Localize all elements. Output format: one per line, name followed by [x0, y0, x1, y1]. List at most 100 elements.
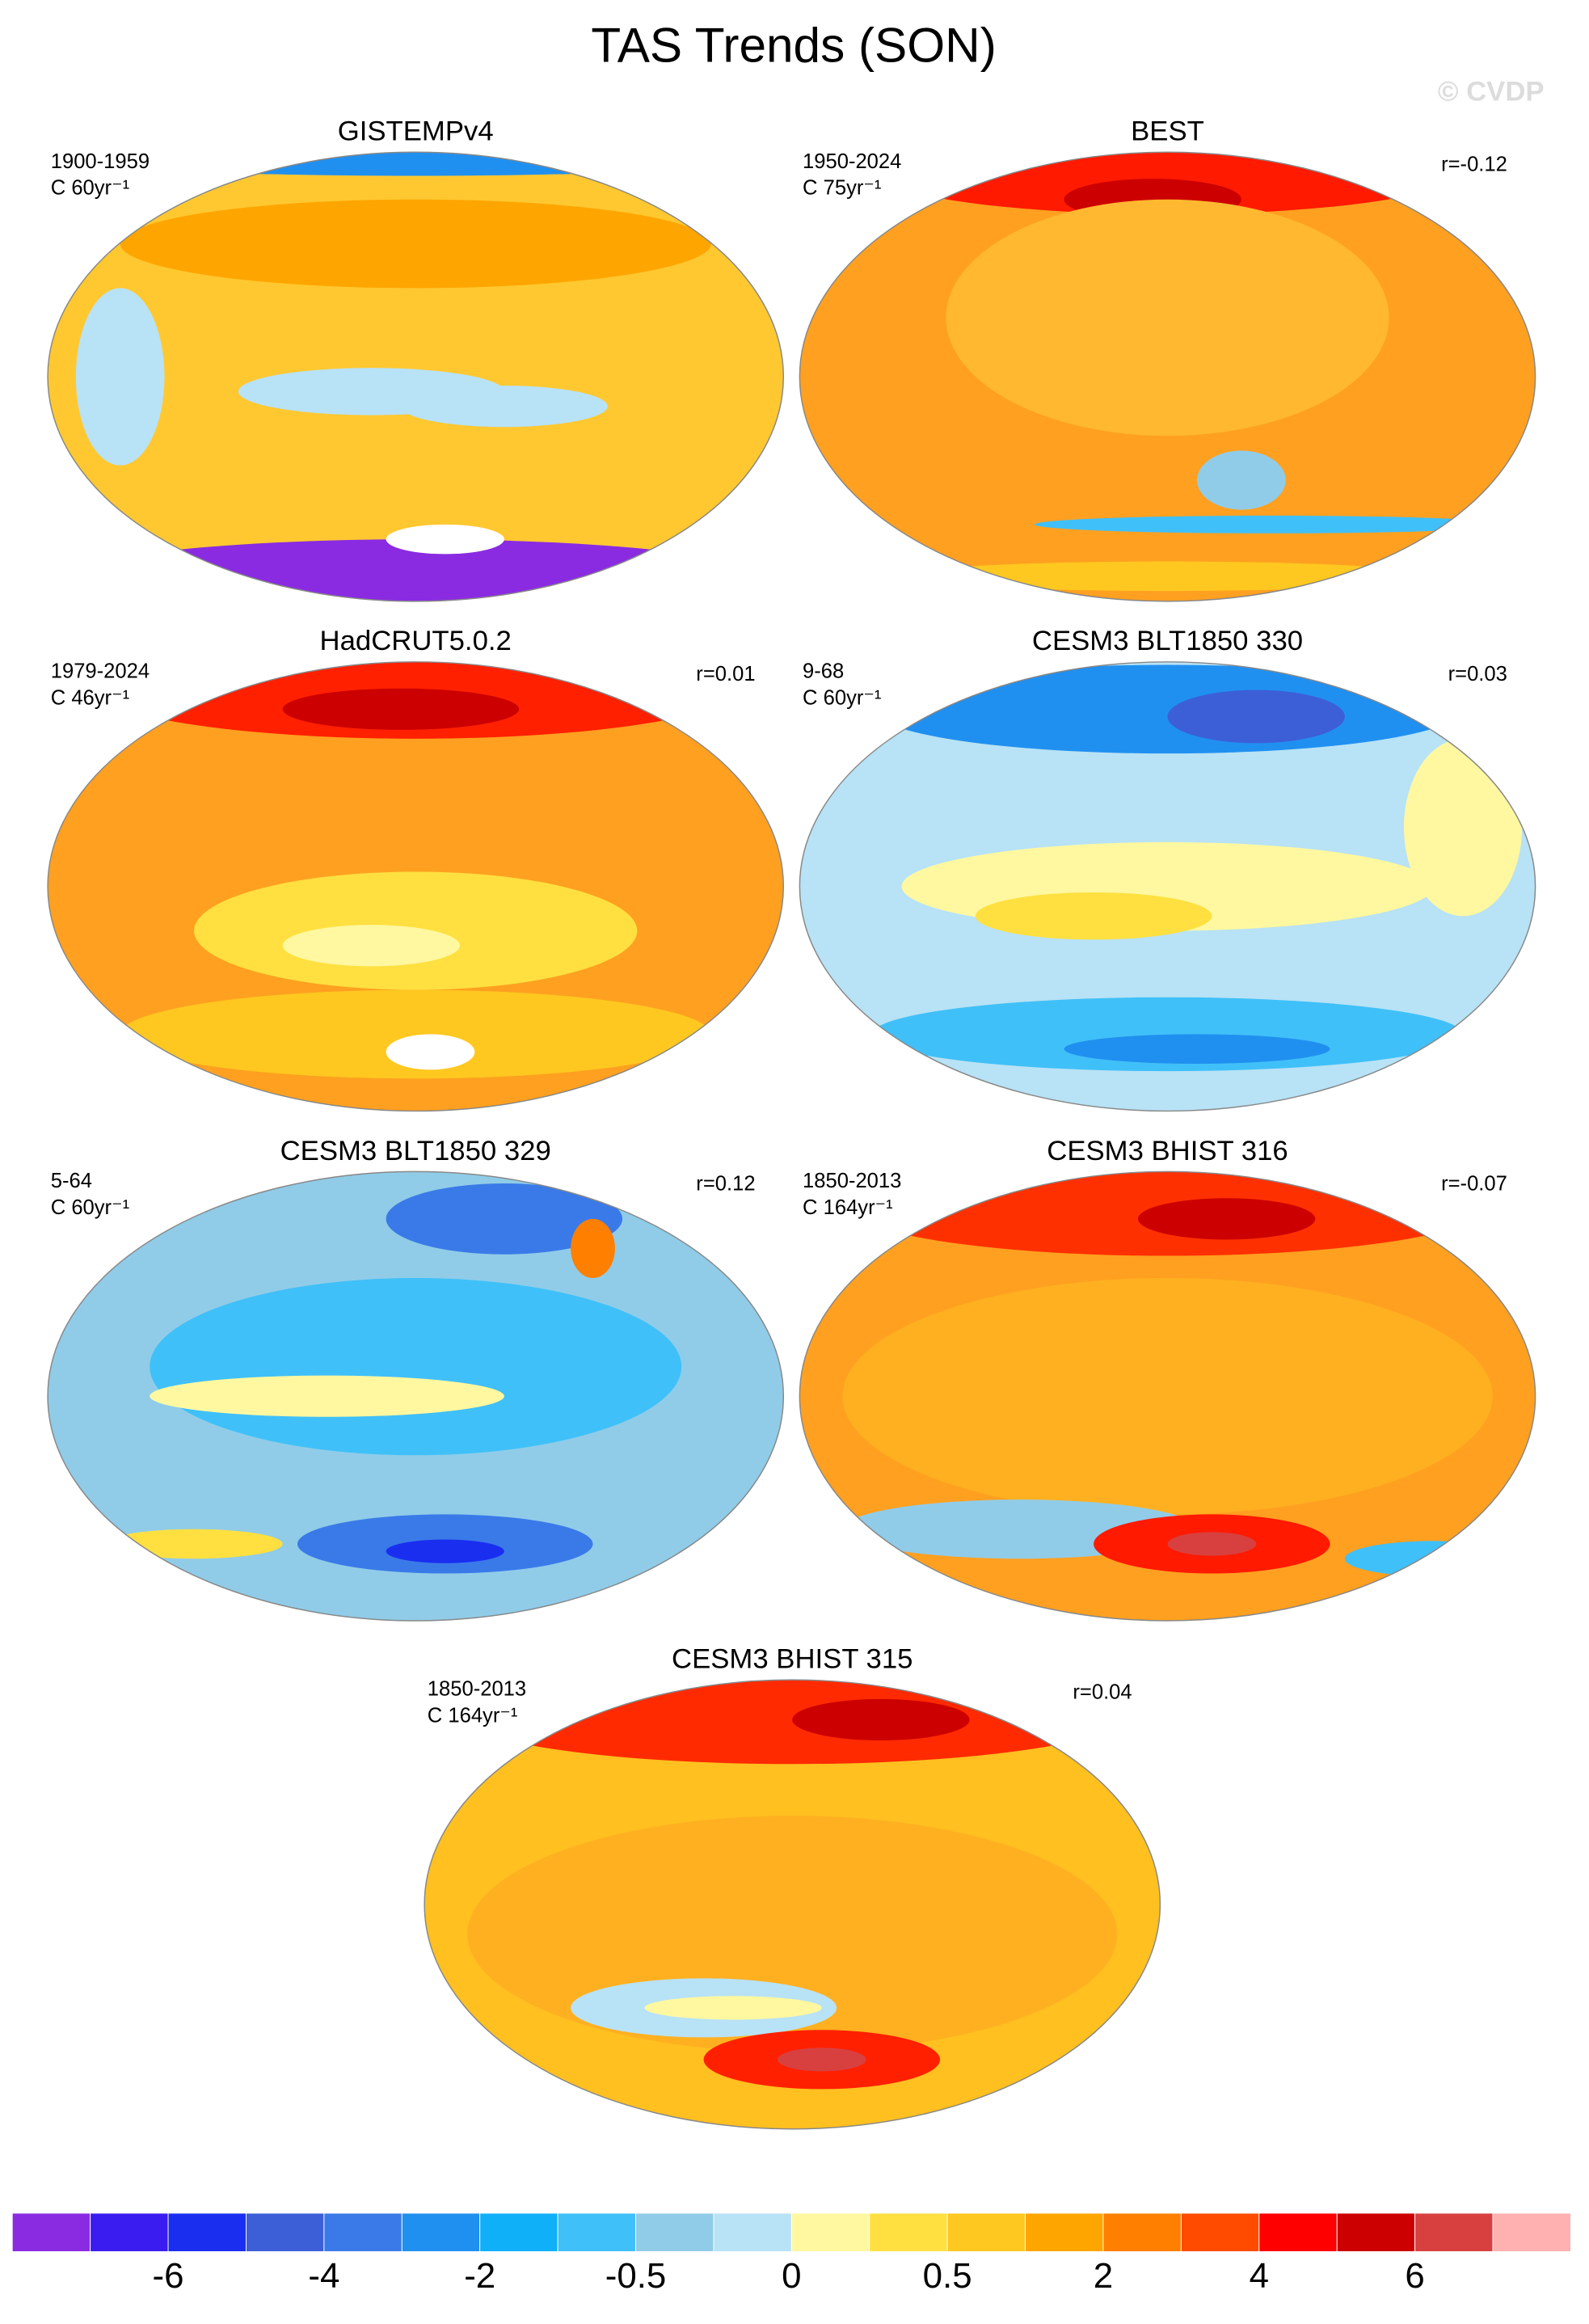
map-border	[799, 661, 1536, 1112]
map-pattern	[792, 1698, 970, 1741]
map-pattern	[75, 288, 165, 466]
panel-title: CESM3 BLT1850 329	[280, 1136, 551, 1166]
panel-correlation: r=-0.07	[1441, 1173, 1507, 1196]
colorbar-label: -4	[308, 2256, 339, 2296]
map-pattern	[1167, 1532, 1257, 1556]
map-pattern	[842, 1277, 1493, 1515]
map-pattern	[1137, 1198, 1316, 1240]
map-pattern	[386, 1183, 623, 1255]
panel-correlation: r=0.03	[1448, 663, 1507, 685]
panel-title: HadCRUT5.0.2	[320, 626, 512, 656]
panel-units: C 60yr⁻¹	[51, 1196, 129, 1219]
map-border	[424, 1679, 1161, 2130]
map-pattern	[120, 989, 711, 1079]
map-border	[799, 151, 1536, 602]
panel-units: C 75yr⁻¹	[803, 177, 881, 200]
map-pattern	[1167, 690, 1345, 744]
colorbar-box	[790, 2212, 870, 2252]
colorbar-label: -2	[464, 2256, 495, 2296]
map-pattern	[1197, 450, 1286, 510]
panel-period: 1900-1959	[51, 150, 150, 173]
colorbar-box	[323, 2212, 403, 2252]
panel-units: C 164yr⁻¹	[428, 1705, 518, 1727]
colorbar-box	[401, 2212, 481, 2252]
map-pattern	[644, 1996, 822, 2020]
map-pattern	[386, 1034, 475, 1070]
map-pattern	[150, 1277, 682, 1456]
panel-title: CESM3 BHIST 315	[672, 1644, 913, 1675]
colorbar-box	[1336, 2212, 1416, 2252]
map-border	[799, 1170, 1536, 1622]
panel-period: 5-64	[51, 1170, 92, 1192]
panel-period: 1850-2013	[428, 1678, 526, 1701]
map-pattern	[120, 199, 711, 289]
map-pattern	[871, 664, 1464, 754]
map-pattern	[282, 925, 461, 967]
map-pattern	[1064, 1034, 1330, 1064]
map-pattern	[946, 199, 1389, 437]
panel-title: CESM3 BHIST 316	[1047, 1136, 1288, 1166]
map-pattern	[901, 561, 1434, 592]
map-pattern	[150, 1375, 504, 1417]
panel-period: 1950-2024	[803, 150, 901, 173]
panel-title: BEST	[1131, 116, 1204, 147]
figure-title: TAS Trends (SON)	[591, 17, 996, 72]
map-pattern	[386, 524, 504, 555]
colorbar-box	[1414, 2212, 1494, 2252]
map-border	[47, 661, 785, 1112]
colorbar-box	[479, 2212, 558, 2252]
panel-title: GISTEMPv4	[338, 116, 494, 147]
colorbar-box	[946, 2212, 1026, 2252]
panel-title: CESM3 BLT1850 330	[1032, 626, 1303, 656]
panel-period: 1850-2013	[803, 1170, 901, 1192]
map-pattern	[975, 892, 1212, 940]
map	[48, 1171, 784, 1622]
colorbar-box	[1102, 2212, 1182, 2252]
panel-units: C 60yr⁻¹	[51, 177, 129, 200]
colorbar-box	[11, 2212, 91, 2252]
map-pattern	[1344, 1541, 1523, 1577]
panel-period: 9-68	[803, 660, 844, 682]
map	[48, 661, 784, 1111]
map-pattern	[571, 1218, 615, 1278]
colorbar-label: -6	[153, 2256, 184, 2296]
map-pattern	[91, 661, 741, 739]
map	[48, 152, 784, 601]
colorbar-label: 2	[1094, 2256, 1113, 2296]
colorbar-box	[246, 2212, 325, 2252]
map	[799, 152, 1536, 601]
colorbar-box	[1180, 2212, 1260, 2252]
colorbar-box	[635, 2212, 714, 2252]
colorbar-label: 0.5	[923, 2256, 972, 2296]
map-pattern	[1035, 515, 1507, 534]
map-pattern	[871, 152, 1464, 215]
colorbar-label: -0.5	[605, 2256, 667, 2296]
panel-correlation: r=-0.12	[1441, 153, 1507, 175]
map-pattern	[105, 1529, 283, 1559]
panel-period: 1979-2024	[51, 660, 150, 682]
map	[799, 1171, 1536, 1622]
colorbar-box	[1025, 2212, 1104, 2252]
panel-correlation: r=0.12	[696, 1173, 755, 1196]
map-border	[47, 151, 785, 602]
colorbar-label: 4	[1250, 2256, 1269, 2296]
panel-units: C 164yr⁻¹	[803, 1196, 893, 1219]
map	[424, 1680, 1161, 2129]
colorbar-box	[1492, 2212, 1571, 2252]
map	[799, 661, 1536, 1111]
map-border	[47, 1170, 785, 1622]
map-pattern	[452, 1680, 1132, 1765]
colorbar-box	[869, 2212, 948, 2252]
colorbar-box	[713, 2212, 792, 2252]
map-pattern	[400, 386, 608, 428]
panel-correlation: r=0.01	[696, 663, 755, 685]
watermark: © CVDP	[1438, 76, 1545, 107]
colorbar-label: 0	[782, 2256, 801, 2296]
map-pattern	[386, 1539, 504, 1563]
colorbar-box	[557, 2212, 636, 2252]
map-pattern	[48, 539, 784, 601]
colorbar-box	[167, 2212, 247, 2252]
panel-units: C 46yr⁻¹	[51, 686, 129, 709]
